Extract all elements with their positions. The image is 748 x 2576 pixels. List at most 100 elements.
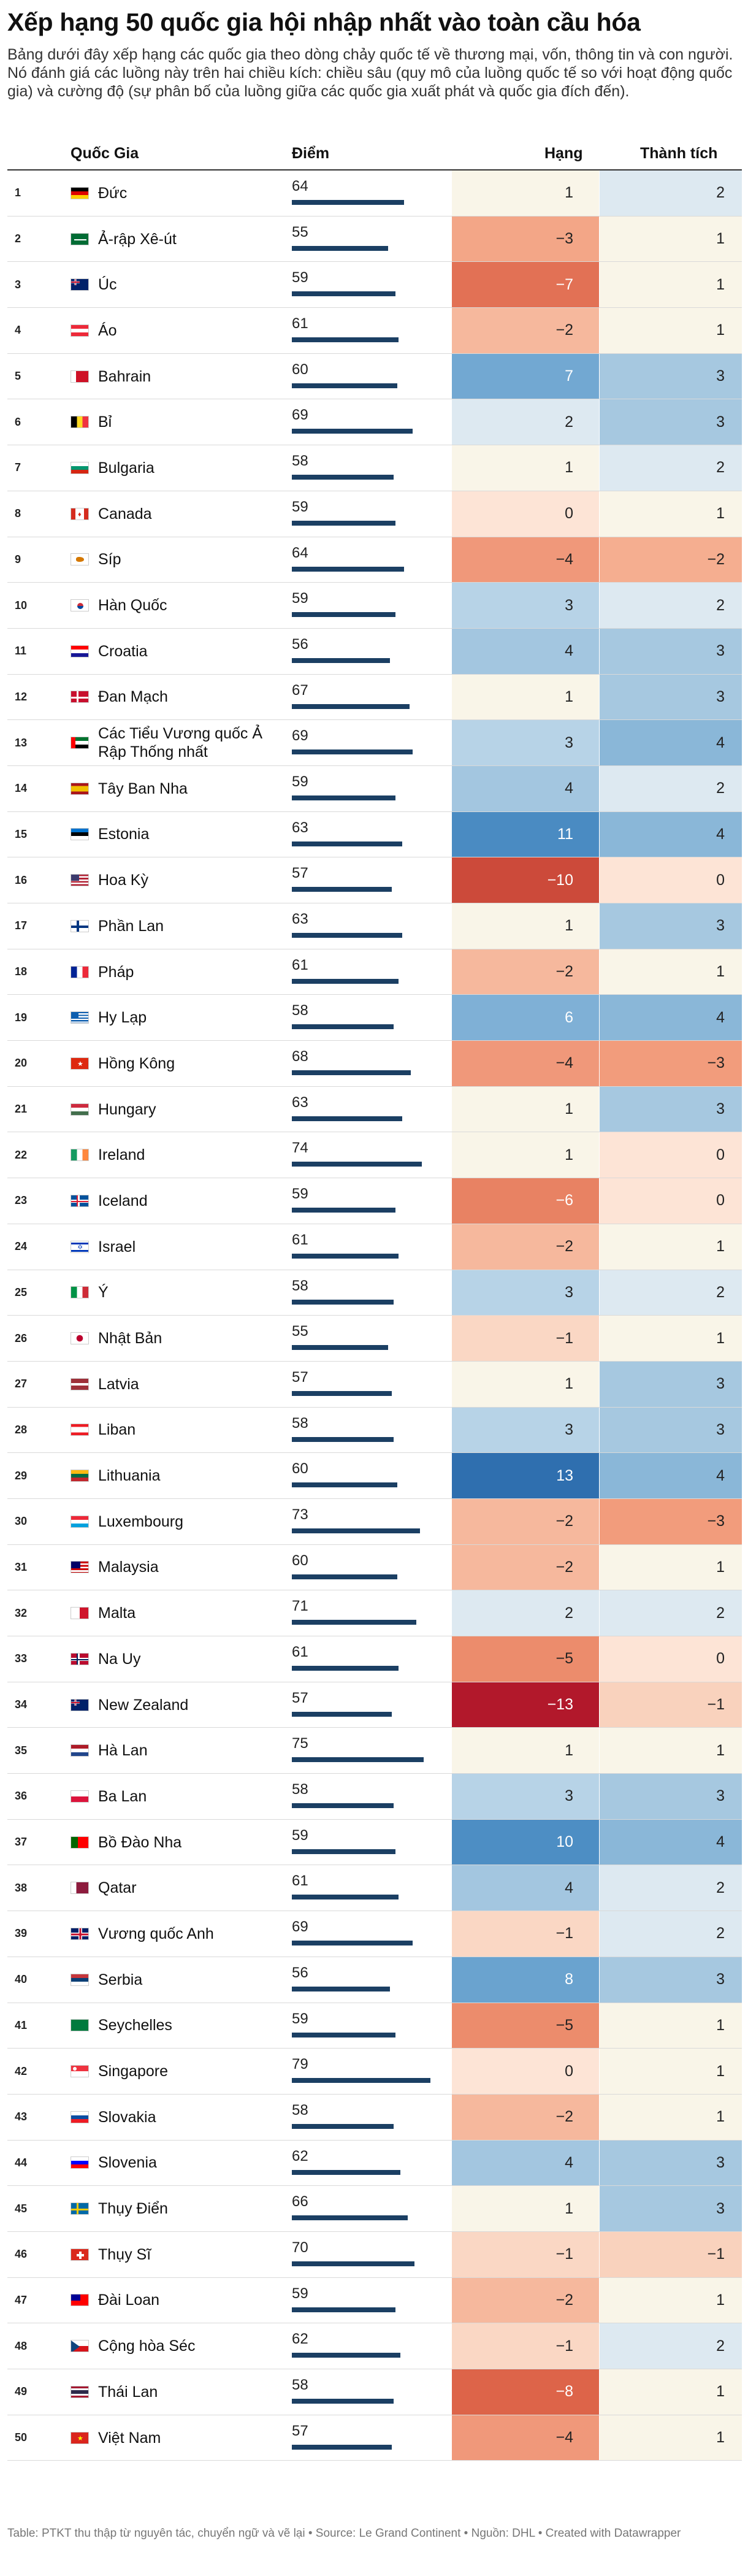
score-cell: 58 [292, 2095, 451, 2140]
score-cell: 70 [292, 2232, 451, 2277]
score-bar [292, 520, 395, 526]
achievement-cell: 3 [600, 1361, 742, 1407]
rank-number: 17 [15, 919, 28, 932]
country-name: Hồng Kông [98, 1054, 175, 1072]
table-row: 24 ✡ Israel 61 −2 1 [7, 1224, 742, 1270]
rank-change-cell: −4 [452, 537, 599, 583]
flag-icon-au [71, 278, 89, 291]
country-name: Estonia [98, 826, 150, 843]
table-row: 29 Lithuania 60 13 4 [7, 1453, 742, 1499]
score-value: 66 [292, 2193, 308, 2210]
rank-number: 32 [15, 1606, 28, 1619]
table-row: 14 Tây Ban Nha 59 4 2 [7, 765, 742, 812]
score-bar [292, 200, 404, 205]
score-value: 58 [292, 1002, 308, 1019]
score-bar [292, 2123, 394, 2129]
score-cell: 62 [292, 2141, 451, 2186]
country-name: Hungary [98, 1100, 156, 1118]
flag-icon-si [71, 2156, 89, 2169]
score-bar [292, 1299, 394, 1305]
rank-number: 19 [15, 1011, 28, 1024]
rank-number: 12 [15, 690, 28, 703]
score-cell: 62 [292, 2323, 451, 2369]
score-bar [292, 1941, 413, 1946]
score-value: 71 [292, 1598, 308, 1615]
rank-change-cell: −2 [452, 1224, 599, 1270]
table-row: 1 Đức 64 1 2 [7, 171, 742, 217]
flag-icon-sa [71, 232, 89, 245]
score-bar [292, 978, 399, 984]
achievement-cell: 0 [600, 857, 742, 903]
score-value: 68 [292, 1048, 308, 1065]
table-row: 21 Hungary 63 1 3 [7, 1086, 742, 1133]
achievement-cell: 4 [600, 1819, 742, 1865]
score-value: 62 [292, 2147, 308, 2164]
score-value: 67 [292, 681, 308, 699]
rank-change-cell: 1 [452, 171, 599, 216]
achievement-cell: −3 [600, 1498, 742, 1544]
score-cell: 63 [292, 812, 451, 857]
achievement-cell: −1 [600, 2231, 742, 2277]
table-row: 6 Bỉ 69 2 3 [7, 399, 742, 446]
achievement-cell: 2 [600, 171, 742, 216]
rank-number: 43 [15, 2110, 28, 2123]
table-row: 42 Singapore 79 0 1 [7, 2049, 742, 2095]
score-cell: 64 [292, 171, 451, 216]
score-value: 75 [292, 1735, 308, 1752]
rank-number: 1 [15, 186, 21, 199]
table-row: 8 ♦ Canada 59 0 1 [7, 491, 742, 537]
rank-number: 41 [15, 2018, 28, 2031]
score-bar [292, 2261, 414, 2266]
score-cell: 69 [292, 720, 451, 765]
table-row: 12 Đan Mạch 67 1 3 [7, 674, 742, 721]
table-row: 10 Hàn Quốc 59 3 2 [7, 583, 742, 629]
score-cell: 58 [292, 2369, 451, 2415]
rank-change-cell: 8 [452, 1957, 599, 2003]
table-row: 36 Ba Lan 58 3 3 [7, 1774, 742, 1820]
header-score[interactable]: Điểm [292, 145, 330, 162]
achievement-cell: 1 [600, 308, 742, 353]
score-cell: 59 [292, 583, 451, 628]
rank-change-cell: −8 [452, 2369, 599, 2415]
achievement-cell: 2 [600, 445, 742, 491]
rank-number: 29 [15, 1469, 28, 1482]
achievement-cell: 2 [600, 1911, 742, 1957]
chart-description: Bảng dưới đây xếp hạng các quốc gia theo… [7, 46, 733, 100]
score-cell: 58 [292, 995, 451, 1040]
rank-change-cell: 4 [452, 1865, 599, 1911]
achievement-cell: 1 [600, 1728, 742, 1774]
rank-change-cell: 13 [452, 1453, 599, 1498]
country-name: Đài Loan [98, 2291, 160, 2309]
country-name: Nhật Bản [98, 1330, 162, 1347]
rank-number: 4 [15, 324, 21, 337]
header-country[interactable]: Quốc Gia [71, 145, 139, 162]
table-row: 31 Malaysia 60 −2 1 [7, 1544, 742, 1591]
score-value: 59 [292, 590, 308, 607]
flag-icon-es [71, 782, 89, 795]
country-name: Croatia [98, 642, 148, 660]
header-achievement[interactable]: Thành tích [640, 145, 718, 162]
score-bar [292, 933, 402, 938]
score-bar [292, 1024, 394, 1030]
rank-number: 14 [15, 782, 28, 795]
rank-number: 48 [15, 2339, 28, 2352]
flag-icon-lb [71, 1424, 89, 1436]
rank-number: 18 [15, 965, 28, 978]
flag-icon-lt [71, 1470, 89, 1482]
country-name: Đan Mạch [98, 688, 168, 706]
header-rank-change[interactable]: Hạng [544, 145, 583, 162]
rank-change-cell: −5 [452, 1636, 599, 1682]
score-bar [292, 749, 413, 755]
flag-icon-ee [71, 828, 89, 841]
score-value: 58 [292, 453, 308, 470]
rank-change-cell: 1 [452, 674, 599, 720]
rank-number: 30 [15, 1515, 28, 1528]
flag-icon-my [71, 1561, 89, 1574]
score-value: 58 [292, 2377, 308, 2393]
flag-icon-pt [71, 1836, 89, 1849]
rank-change-cell: −6 [452, 1178, 599, 1224]
score-value: 79 [292, 2056, 308, 2073]
score-value: 57 [292, 1368, 308, 1386]
score-bar [292, 245, 388, 251]
achievement-cell: 3 [600, 903, 742, 949]
